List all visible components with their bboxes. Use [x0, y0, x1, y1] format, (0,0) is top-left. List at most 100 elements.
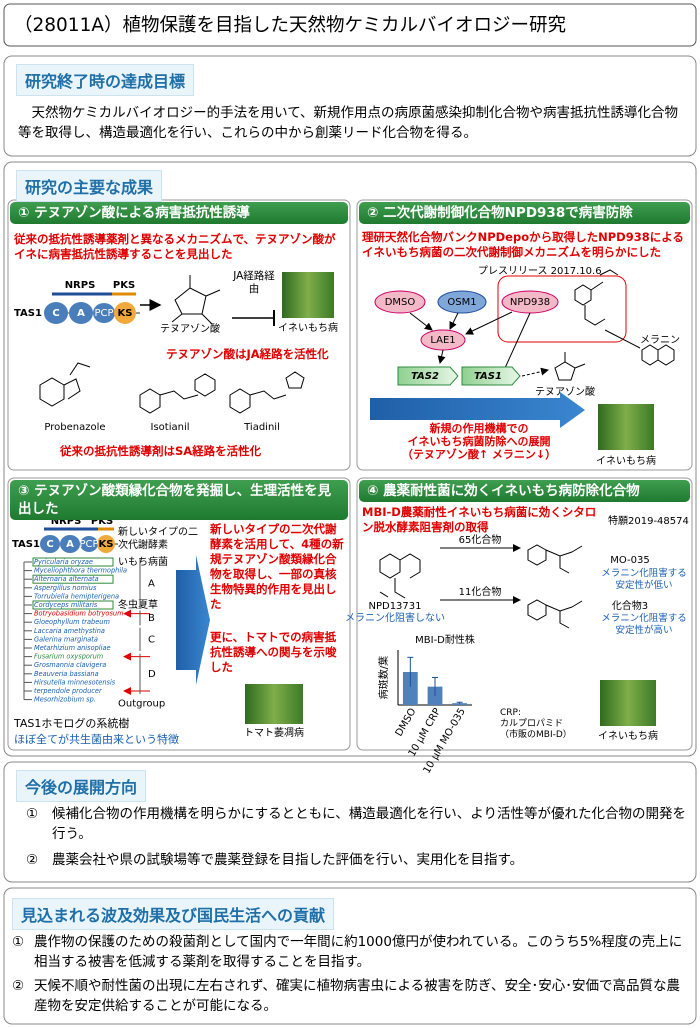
x-tick-label: DMSO	[394, 706, 419, 738]
domain	[69, 302, 93, 324]
label: トマト萎凋病	[244, 727, 304, 739]
panel-frame	[7, 477, 351, 751]
label: KS	[99, 539, 114, 550]
product-note: メラニン化阻害する安定性が高い	[601, 613, 687, 636]
label: テヌアゾン酸	[535, 385, 595, 398]
panel-frame	[356, 199, 693, 471]
enzyme-note: 新しいタイプの二次代謝酵素	[118, 527, 198, 551]
section-heading: 今後の展開方向	[16, 770, 147, 802]
panel-frame	[7, 199, 351, 471]
domain	[97, 535, 115, 553]
gene	[397, 366, 459, 386]
highlight	[32, 557, 114, 567]
panel-title: ④ 農薬耐性菌に効くイネいもち病防除化合物	[359, 480, 690, 502]
structure	[574, 269, 619, 326]
label: TAS1	[12, 539, 40, 550]
tree-feature: ほぼ全てが共生菌由来という特徴	[14, 733, 179, 746]
big-arrow	[176, 555, 210, 685]
label: PKS	[91, 516, 113, 527]
photo	[600, 680, 656, 726]
finding: 新しいタイプの二次代謝酵素を活用して、4種の新規テヌアゾン酸類縁化合物を取得し、…	[210, 522, 344, 611]
chart-legend: CRP: カルプロパミド （市販のMBI-D）	[500, 708, 572, 741]
node	[374, 290, 426, 314]
species: Hirsutella minnesotensis	[34, 678, 116, 686]
panel-lead: 従来の抵抗性誘導薬剤と異なるメカニズムで、テヌアゾン酸がイネに病害抵抗性誘導する…	[14, 232, 336, 261]
label: TAS1	[14, 308, 42, 319]
label: C	[52, 308, 59, 319]
inhibit	[504, 312, 531, 369]
label: メラニン化阻害しない	[345, 611, 445, 624]
species: Cordyceps militaris	[34, 601, 98, 609]
route-label: JA経路経由	[233, 270, 275, 295]
label: イネいもち病	[598, 730, 658, 742]
clade: B	[148, 613, 155, 624]
item-text: 農薬会社や県の試験場等で農薬登録を目指した評価を行い、実用化を目指す。	[52, 852, 524, 868]
inhibit	[604, 329, 641, 349]
panel-title: ② 二次代謝制御化合物NPD938で病害防除	[359, 202, 690, 224]
label: TAS1	[474, 371, 502, 382]
highlight	[497, 275, 627, 343]
label: A	[77, 308, 85, 319]
label: PCP	[79, 539, 98, 550]
legend-line: （市販のMBI-D）	[500, 730, 572, 740]
chart-title: MBI-D耐性株	[415, 633, 475, 646]
label: DMSO	[385, 297, 416, 308]
y-axis-label: 病斑数/葉	[377, 656, 390, 699]
tree-caption: TAS1ホモログの系統樹	[14, 717, 130, 730]
item-text: 農作物の保護のための殺菌剤として国内で一年間に約1000億円が使われている。この…	[34, 934, 683, 970]
item-text: 候補化合物の作用機構を明らかにするとともに、構造最適化を行い、より活性等が優れた…	[52, 806, 686, 842]
label: MO-035	[610, 555, 649, 566]
highlight	[32, 600, 114, 610]
domain	[114, 302, 136, 324]
label: NRPS	[65, 280, 96, 291]
product-note: メラニン化阻害する安定性が低い	[601, 568, 687, 591]
finding: 従来の抵抗性誘導剤はSA経路を活性化	[60, 444, 262, 458]
label: Isotianil	[151, 422, 190, 433]
label: NRPS	[51, 516, 82, 527]
item-marker: ②	[12, 978, 25, 994]
goal-text: 天然物ケミカルバイオロジー的手法を用いて、新規作用点の病原菌感染抑制化合物や病害…	[18, 105, 679, 141]
label: KS	[118, 308, 133, 319]
arrow	[465, 311, 513, 335]
domain	[80, 536, 98, 552]
section-heading: 研究終了時の達成目標	[16, 64, 195, 96]
panel-lead: MBI-D農薬耐性イネいもち病菌に効くシタロン脱水酵素阻害剤の取得	[362, 505, 597, 534]
species: Myceliophthora thermophila	[34, 567, 127, 575]
domain	[60, 535, 80, 553]
item-marker: ②	[26, 852, 39, 868]
photo	[282, 272, 334, 318]
label: TAS2	[411, 371, 439, 382]
outlook-line: （テヌアゾン酸↑ メラニン↓）	[401, 448, 557, 461]
structure	[379, 553, 421, 599]
species: Metarhizium anisopliae	[34, 644, 111, 652]
species: Laccaria amethystina	[34, 627, 105, 635]
note: いもち病菌	[118, 556, 168, 568]
outlook-line: イネいもち病菌防除への展開	[407, 435, 551, 448]
arrow	[449, 312, 459, 330]
species: Beauveria bassiana	[34, 670, 99, 678]
structure	[39, 362, 91, 407]
big-arrow	[370, 392, 585, 428]
panel-title: ③ テヌアゾン酸類縁化合物を発掘し、生理活性を見出した	[10, 480, 348, 520]
label: Probenazole	[44, 422, 105, 433]
arrow	[437, 349, 446, 364]
item-text: 天候不順や耐性菌の出現に左右されず、確実に植物病害虫による被害を防ぎ、安全･安心…	[34, 978, 680, 1014]
domain	[93, 303, 115, 323]
structure	[229, 371, 305, 414]
label: C	[46, 539, 53, 550]
label: 化合物3	[612, 599, 648, 612]
section-frame	[3, 761, 697, 883]
arrow	[521, 367, 549, 377]
photo	[245, 684, 303, 724]
species: terpendole producer	[34, 687, 103, 695]
label: 65化合物	[459, 533, 502, 546]
label: A	[66, 539, 74, 550]
label: 11化合物	[459, 585, 502, 598]
bar	[402, 672, 418, 705]
outlook-line: 新規の作用機構での	[429, 422, 529, 435]
label: NPD938	[510, 297, 550, 308]
species: Torrubiella hemipterigena	[34, 592, 119, 600]
